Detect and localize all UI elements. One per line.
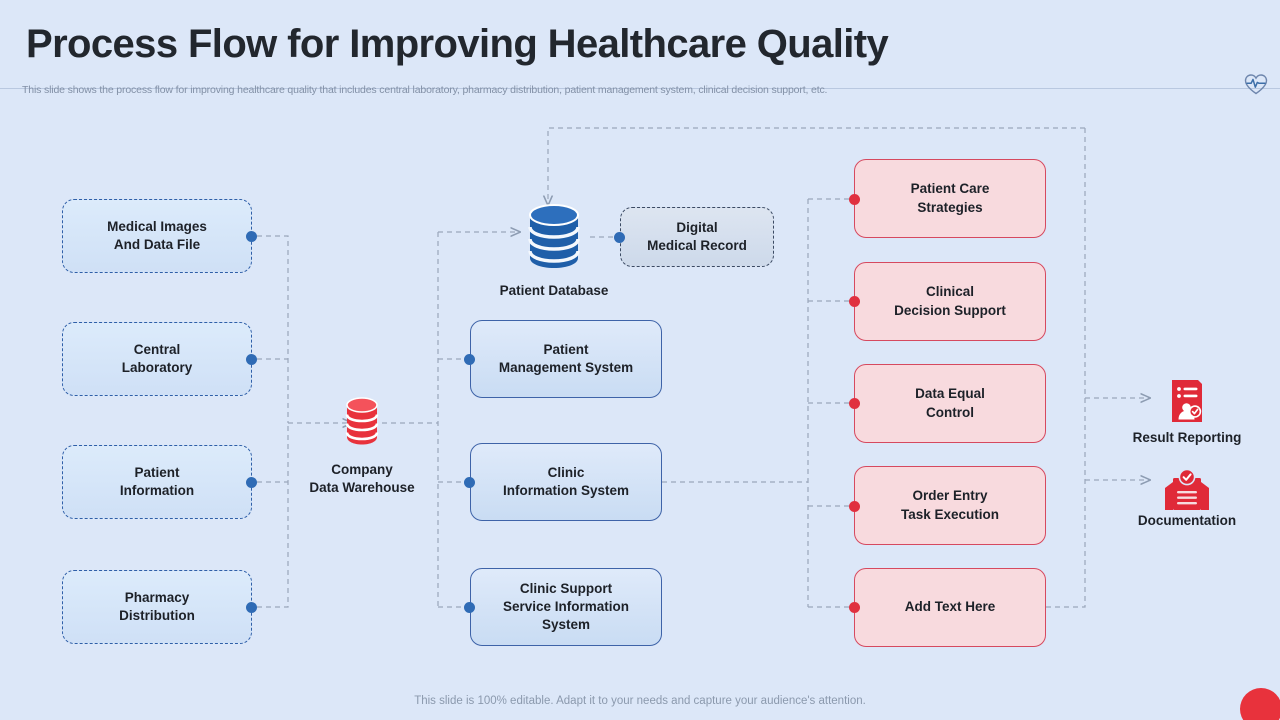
document-check-icon <box>1165 468 1209 510</box>
warehouse-caption: Company Data Warehouse <box>309 462 415 496</box>
result-label-reporting: Result Reporting <box>1132 430 1242 445</box>
system-connector-dot <box>464 602 475 613</box>
input-label: Central Laboratory <box>121 341 193 375</box>
system-label: Clinic Support Service Information Syste… <box>502 580 630 633</box>
system-box-clinic-support-service[interactable]: Clinic Support Service Information Syste… <box>470 568 662 646</box>
outcome-connector-dot <box>849 194 860 205</box>
patient-database-caption: Patient Database <box>499 283 609 298</box>
system-label: Clinic Information System <box>502 464 630 498</box>
red-database-icon <box>345 397 379 445</box>
input-box-patient-information[interactable]: Patient Information <box>62 445 252 519</box>
system-connector-dot <box>464 354 475 365</box>
input-box-pharmacy-distribution[interactable]: Pharmacy Distribution <box>62 570 252 644</box>
header-divider <box>0 88 1280 89</box>
blue-database-icon <box>528 204 580 268</box>
system-connector-dot <box>464 477 475 488</box>
input-connector-dot <box>246 602 257 613</box>
record-connector-dot <box>614 232 625 243</box>
input-box-central-laboratory[interactable]: Central Laboratory <box>62 322 252 396</box>
outcome-label: Patient Care Strategies <box>910 181 990 215</box>
outcome-label: Order Entry Task Execution <box>900 488 1000 522</box>
heartbeat-icon <box>1244 74 1268 95</box>
outcome-connector-dot <box>849 398 860 409</box>
outcome-box-data-equal-control[interactable]: Data Equal Control <box>854 364 1046 443</box>
input-connector-dot <box>246 354 257 365</box>
input-connector-dot <box>246 231 257 242</box>
input-label: Patient Information <box>119 464 195 498</box>
system-box-patient-management[interactable]: Patient Management System <box>470 320 662 398</box>
outcome-label: Data Equal Control <box>915 386 985 420</box>
page-subtitle: This slide shows the process flow for im… <box>22 84 828 96</box>
outcome-box-patient-care-strategies[interactable]: Patient Care Strategies <box>854 159 1046 238</box>
input-box-medical-images[interactable]: Medical Images And Data File <box>62 199 252 273</box>
outcome-connector-dot <box>849 296 860 307</box>
outcome-box-order-entry-task-execution[interactable]: Order Entry Task Execution <box>854 466 1046 545</box>
input-connector-dot <box>246 477 257 488</box>
input-label: Pharmacy Distribution <box>119 589 195 623</box>
page-title: Process Flow for Improving Healthcare Qu… <box>26 22 889 66</box>
input-label: Medical Images And Data File <box>107 218 207 252</box>
digital-record-label: Digital Medical Record <box>647 219 747 253</box>
footer-note: This slide is 100% editable. Adapt it to… <box>414 695 866 707</box>
result-label-documentation: Documentation <box>1137 513 1237 528</box>
digital-medical-record-box[interactable]: Digital Medical Record <box>620 207 774 267</box>
outcome-label: Add Text Here <box>904 599 996 615</box>
outcome-box-add-text-here[interactable]: Add Text Here <box>854 568 1046 647</box>
outcome-label: Clinical Decision Support <box>894 284 1006 318</box>
outcome-connector-dot <box>849 501 860 512</box>
outcome-box-clinical-decision-support[interactable]: Clinical Decision Support <box>854 262 1046 341</box>
corner-decoration <box>1240 688 1280 720</box>
outcome-connector-dot <box>849 602 860 613</box>
system-label: Patient Management System <box>498 341 634 375</box>
report-person-icon <box>1172 380 1202 422</box>
system-box-clinic-information[interactable]: Clinic Information System <box>470 443 662 521</box>
